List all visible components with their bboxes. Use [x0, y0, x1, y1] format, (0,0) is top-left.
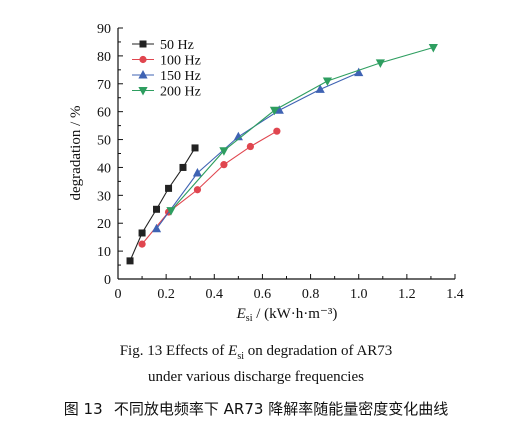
- chart-ticks: 0 0.2 0.4 0.6 0.8 1.0 1.2 1.4 0 10 20 30 40 50 60 70 80 9…: [97, 22, 464, 302]
- x-tick-label: 1.2: [398, 287, 416, 302]
- legend-label: 150 Hz: [160, 69, 201, 84]
- x-tick-label: 1.4: [446, 287, 464, 302]
- data-point: [166, 207, 176, 216]
- y-axis-label: degradation / %: [68, 106, 84, 201]
- series-2: [151, 67, 364, 233]
- data-point: [192, 168, 203, 177]
- legend-entry: 150 Hz: [132, 69, 201, 84]
- chart-series: [126, 44, 438, 265]
- y-tick-label: 80: [97, 50, 111, 65]
- x-tick-label: 0.8: [302, 287, 320, 302]
- chart: 0 0.2 0.4 0.6 0.8 1.0 1.2 1.4 0 10 20 30 40 50 60 70 80 9…: [68, 22, 464, 324]
- data-point: [219, 147, 229, 156]
- caption-suffix: on degradation of AR73: [244, 343, 393, 359]
- data-point: [233, 131, 243, 141]
- x-axis-label-unit: / (kW·h·m⁻³): [252, 306, 337, 322]
- legend-entry: 100 Hz: [132, 54, 201, 69]
- x-axis-label-symbol: E: [236, 306, 246, 322]
- figure-caption-chinese: 图 13 不同放电频率下 AR73 降解率随能量密度变化曲线: [0, 398, 512, 419]
- data-point: [269, 106, 280, 116]
- data-point: [126, 257, 134, 265]
- data-point: [193, 186, 202, 194]
- data-point: [139, 55, 147, 64]
- x-tick-label: 0.4: [206, 287, 224, 302]
- series-3: [166, 44, 438, 216]
- y-tick-label: 60: [97, 106, 111, 121]
- y-tick-label: 90: [97, 22, 111, 37]
- figure-caption-line-2: under various discharge frequencies: [148, 369, 364, 385]
- x-tick-label: 1.0: [350, 287, 368, 302]
- data-point: [139, 40, 147, 48]
- x-axis-label: Esi / (kW·h·m⁻³): [236, 306, 338, 324]
- caption-symbol: E: [228, 343, 238, 359]
- data-point: [138, 87, 148, 96]
- series-line: [141, 130, 278, 245]
- caption-prefix: Fig. 13 Effects of: [119, 343, 229, 359]
- x-tick-label: 0.2: [157, 287, 175, 302]
- data-point: [322, 77, 333, 86]
- legend-label: 50 Hz: [160, 38, 194, 53]
- data-point: [138, 240, 146, 248]
- y-tick-label: 50: [97, 134, 111, 149]
- legend-label: 100 Hz: [160, 54, 201, 69]
- legend-entry: 200 Hz: [132, 85, 201, 100]
- series-line: [170, 46, 434, 212]
- series-line: [156, 72, 359, 230]
- y-tick-label: 70: [97, 78, 111, 93]
- y-tick-label: 10: [97, 245, 111, 260]
- data-point: [246, 142, 254, 151]
- data-point: [153, 205, 161, 213]
- data-point: [428, 44, 438, 53]
- data-point: [315, 84, 325, 93]
- series-0: [126, 144, 199, 265]
- caption-chinese-text: 不同放电频率下 AR73 降解率随能量密度变化曲线: [113, 400, 449, 418]
- data-point: [151, 223, 162, 233]
- legend-entry: 50 Hz: [132, 38, 194, 53]
- y-tick-label: 40: [97, 161, 111, 176]
- data-point: [273, 127, 281, 135]
- y-tick-label: 30: [97, 189, 111, 204]
- caption-subscript: si: [237, 351, 244, 362]
- series-1: [138, 127, 281, 248]
- x-tick-label: 0.6: [254, 287, 272, 302]
- caption-chinese-label: 图 13: [63, 400, 103, 418]
- data-point: [191, 144, 199, 152]
- data-point: [138, 70, 148, 79]
- data-point: [375, 59, 385, 68]
- data-point: [220, 161, 228, 169]
- legend-label: 200 Hz: [160, 85, 201, 100]
- data-point: [274, 105, 284, 114]
- data-point: [138, 229, 146, 237]
- data-point: [165, 184, 173, 192]
- x-axis-label-subscript: si: [246, 313, 253, 324]
- y-tick-label: 20: [97, 217, 111, 232]
- data-point: [354, 67, 364, 77]
- figure-caption-line-1: Fig. 13 Effects of Esi on degradation of…: [0, 343, 512, 362]
- y-tick-label: 0: [104, 273, 111, 288]
- data-point: [179, 163, 187, 171]
- x-tick-label: 0: [115, 287, 122, 302]
